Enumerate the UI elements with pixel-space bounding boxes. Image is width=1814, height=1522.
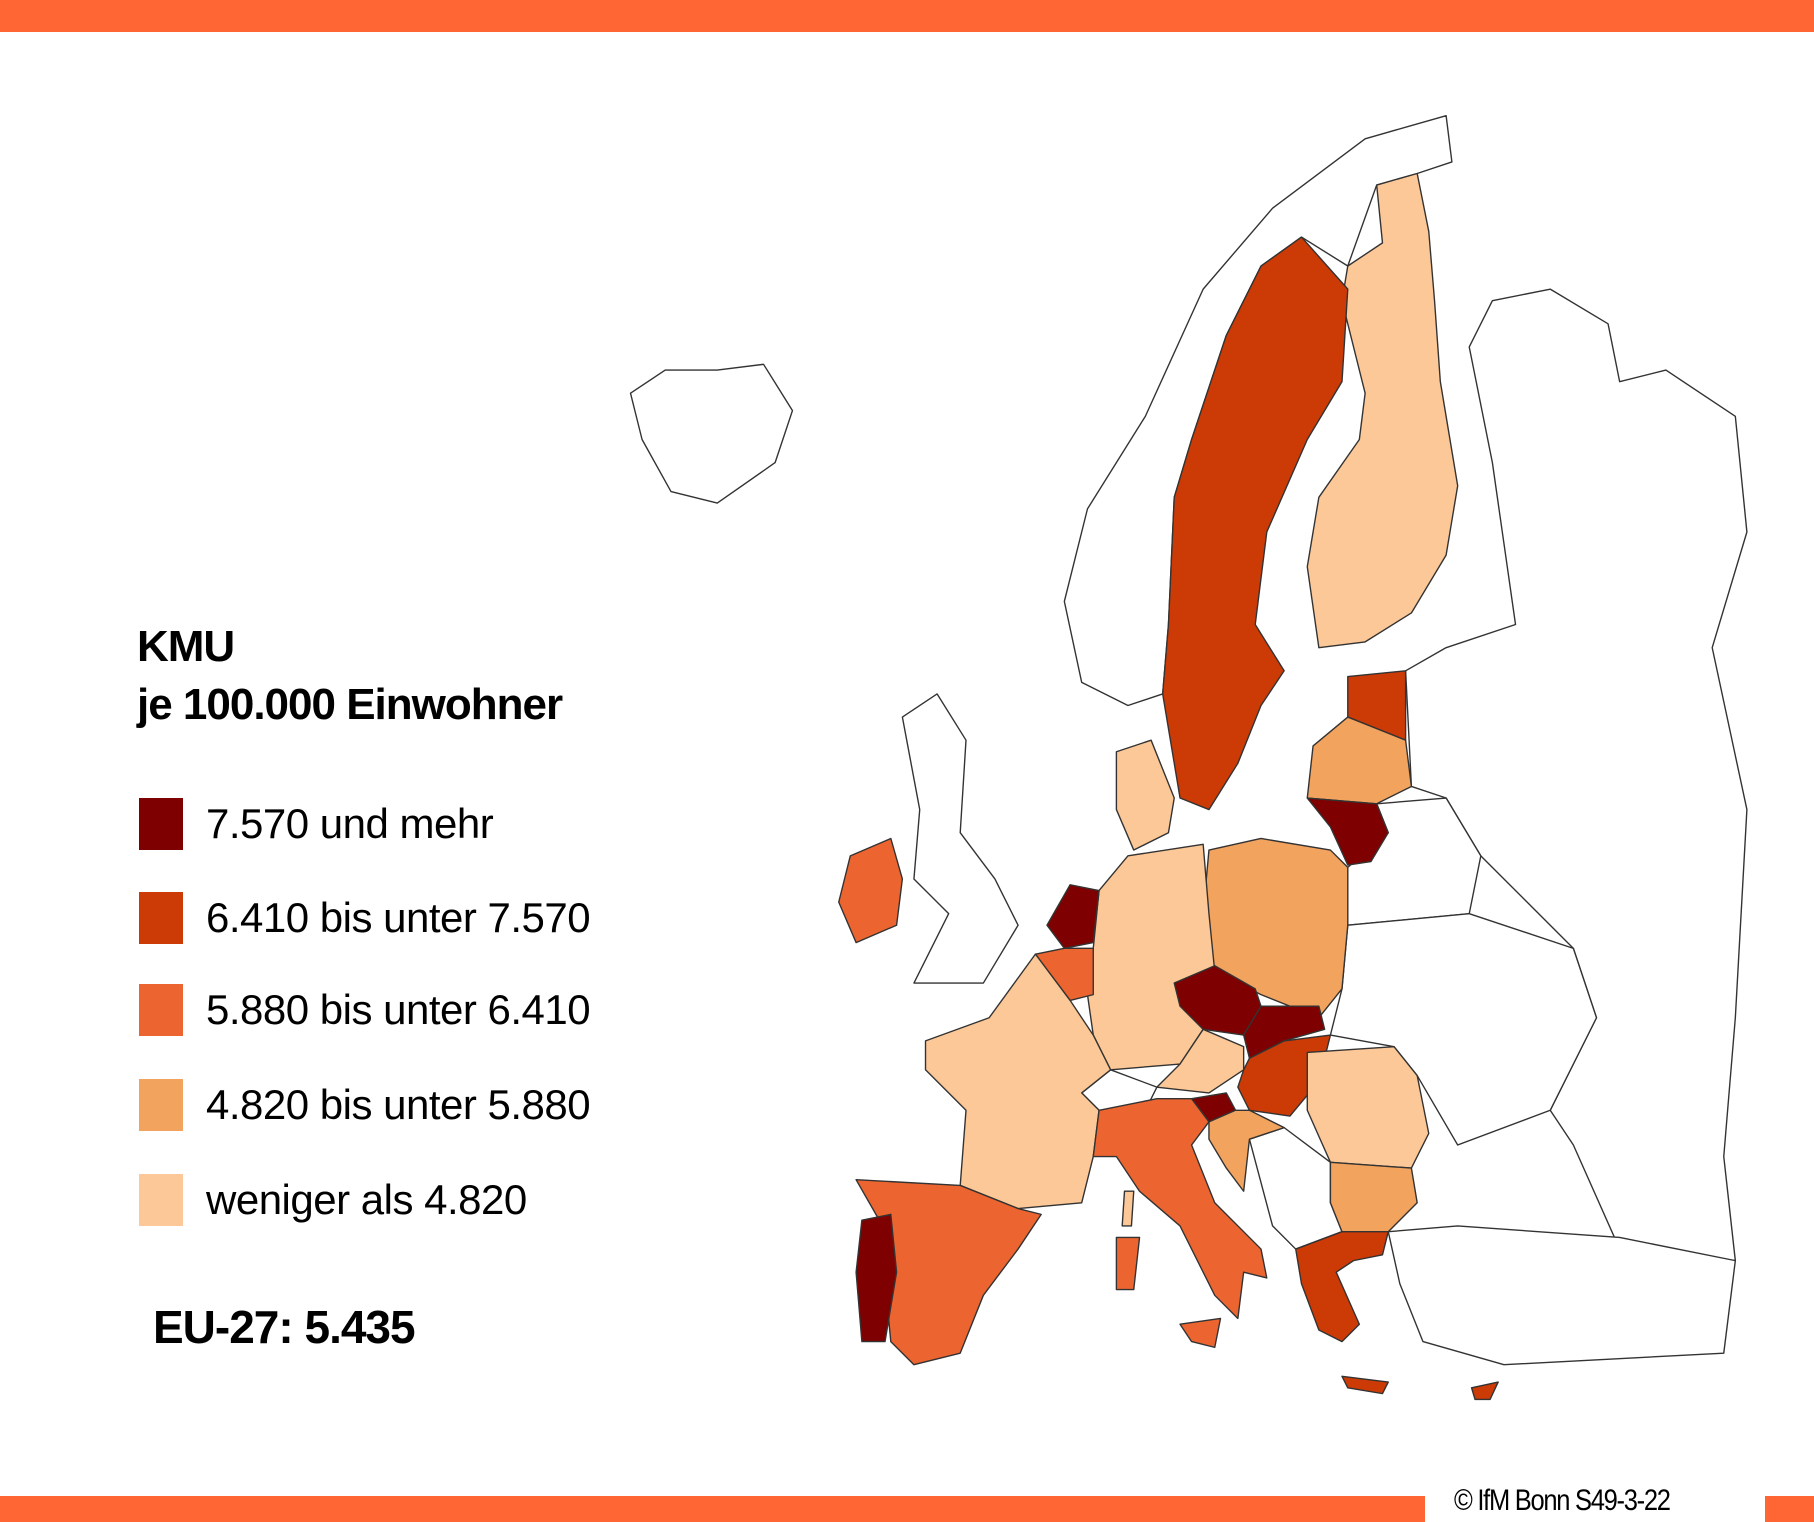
- legend-item: 7.570 und mehr: [139, 797, 494, 851]
- country-hr: [1208, 1109, 1285, 1192]
- legend-label: 4.820 bis unter 5.880: [206, 1081, 591, 1128]
- legend-swatch: [139, 798, 183, 850]
- eu-average: EU-27: 5.435: [153, 1301, 416, 1353]
- legend-item: 4.820 bis unter 5.880: [139, 1078, 591, 1132]
- legend-label: weniger als 4.820: [206, 1176, 527, 1223]
- legend-swatch: [139, 1174, 183, 1226]
- country-bg: [1329, 1161, 1418, 1233]
- country-it: [1092, 1098, 1268, 1320]
- country-gr: [1295, 1231, 1389, 1343]
- country-ro: [1306, 1045, 1430, 1169]
- country-ie: [838, 837, 904, 944]
- country-lt: [1306, 797, 1389, 866]
- country-nl: [1046, 884, 1100, 950]
- legend-label: 6.410 bis unter 7.570: [206, 894, 591, 941]
- legend-item: 6.410 bis unter 7.570: [139, 891, 591, 945]
- country-it-sar: [1115, 1236, 1141, 1291]
- legend-swatch: [139, 1079, 183, 1131]
- legend-label: 7.570 und mehr: [206, 800, 494, 847]
- country-is: [629, 363, 794, 504]
- country-se: [1161, 236, 1349, 811]
- legend-item: weniger als 4.820: [139, 1173, 527, 1227]
- country-gr-cre: [1341, 1375, 1389, 1395]
- top-accent-bar: [0, 0, 1814, 32]
- legend-swatch: [139, 984, 183, 1036]
- legend-title-line2: je 100.000 Einwohner: [137, 680, 563, 729]
- legend-swatch: [139, 892, 183, 944]
- country-ua: [1329, 912, 1598, 1146]
- country-dk: [1115, 739, 1175, 851]
- legend-title: KMU je 100.000 Einwohner: [137, 618, 563, 734]
- copyright: © IfM Bonn S49-3-22: [1454, 1484, 1671, 1517]
- legend-label: 5.880 bis unter 6.410: [206, 986, 591, 1033]
- country-fr-cor: [1121, 1190, 1135, 1227]
- country-tr: [1387, 1225, 1737, 1366]
- bottom-accent-bar-right: [1765, 1496, 1814, 1522]
- legend-title-line1: KMU: [137, 622, 235, 671]
- country-de: [1086, 843, 1216, 1071]
- country-uk: [901, 693, 1019, 984]
- bottom-accent-bar-left: [0, 1496, 1425, 1522]
- legend-item: 5.880 bis unter 6.410: [139, 983, 591, 1037]
- country-pt: [855, 1213, 898, 1343]
- country-cy: [1470, 1381, 1499, 1401]
- country-it-sic: [1179, 1317, 1222, 1349]
